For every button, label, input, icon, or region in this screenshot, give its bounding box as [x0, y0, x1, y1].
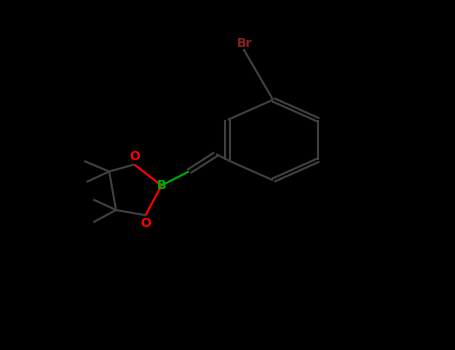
Text: O: O	[129, 150, 140, 163]
Text: O: O	[140, 217, 151, 230]
Text: B: B	[157, 179, 166, 192]
Text: Br: Br	[237, 37, 252, 50]
